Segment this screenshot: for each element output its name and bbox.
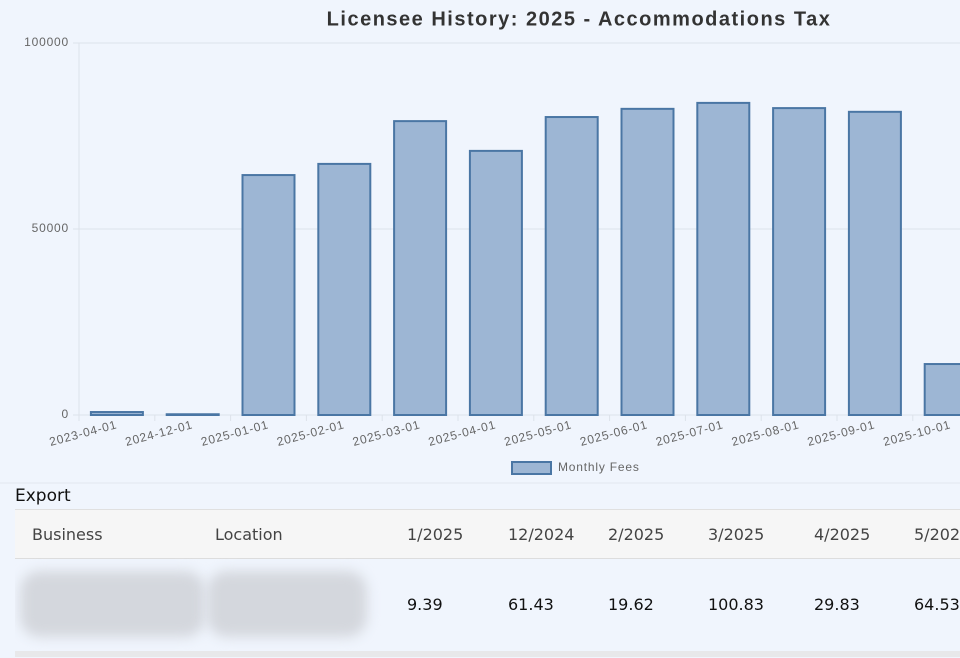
bar — [317, 162, 372, 416]
y-tick-label: 50000 — [32, 221, 69, 235]
x-tick-label: 2023-04-01 — [48, 417, 119, 448]
table-cell: 64.53 — [914, 595, 960, 614]
legend-swatch — [511, 461, 552, 475]
y-tick-label: 0 — [62, 407, 69, 421]
column-header: 3/2025 — [708, 525, 765, 544]
x-tick-label: 2025-01-01 — [199, 417, 270, 448]
x-tick-label: 2025-04-01 — [427, 417, 498, 448]
column-header: Location — [215, 525, 283, 544]
table-cell: 9.39 — [407, 595, 443, 614]
table-row: 9.39 61.43 19.62 100.83 29.83 64.53 — [15, 559, 960, 657]
redacted-cell — [207, 571, 367, 637]
chart-title: Licensee History: 2025 - Accommodations … — [327, 8, 832, 30]
column-header: Business — [32, 525, 103, 544]
x-tick-label: 2024-12-01 — [124, 417, 195, 448]
table-cell: 19.62 — [608, 595, 654, 614]
column-header: 12/2024 — [508, 525, 575, 544]
bar — [772, 107, 827, 416]
x-tick-label: 2025-02-01 — [275, 417, 346, 448]
bar — [847, 110, 902, 416]
legend-label: Monthly Fees — [558, 460, 640, 474]
x-tick-label: 2025-06-01 — [578, 417, 649, 448]
table-header: Business Location 1/2025 12/2024 2/2025 3/202… — [15, 510, 960, 559]
bar — [544, 116, 599, 416]
table-cell: 61.43 — [508, 595, 554, 614]
x-tick-label: 2025-07-01 — [654, 417, 725, 448]
bar — [923, 363, 960, 417]
bar — [468, 149, 523, 416]
table-cell: 29.83 — [814, 595, 860, 614]
export-title: Export — [15, 486, 71, 506]
table-cell: 100.83 — [708, 595, 764, 614]
x-tick-label: 2025-05-01 — [503, 417, 574, 448]
bar — [165, 413, 220, 417]
x-tick-label: 2025-08-01 — [730, 417, 801, 448]
y-tick-label: 100000 — [24, 35, 69, 49]
bar — [241, 174, 296, 416]
chart: Licensee History: 2025 - Accommodations … — [0, 8, 960, 484]
export-table: Business Location 1/2025 12/2024 2/2025 3/202… — [15, 509, 960, 658]
column-header: 5/2025 — [914, 525, 960, 544]
x-tick-label: 2025-09-01 — [806, 417, 877, 448]
bar — [393, 120, 448, 417]
column-header: 1/2025 — [407, 525, 464, 544]
x-tick-label: 2025-03-01 — [351, 417, 422, 448]
column-header: 4/2025 — [814, 525, 871, 544]
x-tick-label: 2025-10-01 — [882, 417, 953, 448]
redacted-cell — [20, 571, 205, 637]
bar — [620, 107, 675, 417]
bar — [696, 101, 751, 416]
bar — [89, 411, 144, 416]
column-header: 2/2025 — [608, 525, 665, 544]
